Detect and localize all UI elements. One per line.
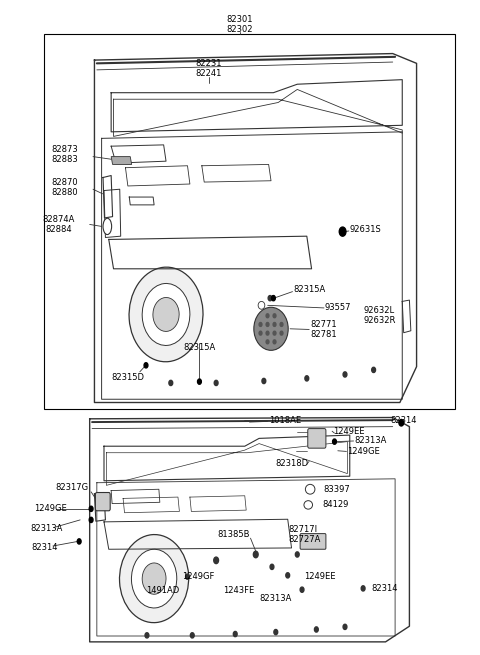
Ellipse shape <box>142 284 190 345</box>
Circle shape <box>145 633 149 638</box>
Circle shape <box>89 517 93 523</box>
Ellipse shape <box>103 218 112 234</box>
Circle shape <box>273 314 276 318</box>
Text: 82317G: 82317G <box>56 483 89 492</box>
Circle shape <box>333 439 336 444</box>
Circle shape <box>266 314 269 318</box>
Ellipse shape <box>132 550 177 608</box>
Text: 82313A: 82313A <box>260 593 292 603</box>
Circle shape <box>89 506 93 512</box>
Circle shape <box>266 322 269 326</box>
Ellipse shape <box>254 307 288 350</box>
Circle shape <box>270 564 274 569</box>
Circle shape <box>262 379 266 384</box>
Ellipse shape <box>258 301 265 309</box>
Text: 82870
82880: 82870 82880 <box>51 178 78 197</box>
Circle shape <box>280 322 283 326</box>
Circle shape <box>372 367 375 373</box>
Text: 82873
82883: 82873 82883 <box>51 145 78 164</box>
Circle shape <box>214 381 218 386</box>
Circle shape <box>361 586 365 591</box>
Text: 1249GE: 1249GE <box>348 447 380 456</box>
Circle shape <box>274 629 278 635</box>
Circle shape <box>268 295 272 301</box>
Text: 1249GE: 1249GE <box>34 504 67 514</box>
Circle shape <box>233 631 237 637</box>
Circle shape <box>343 624 347 629</box>
Circle shape <box>144 363 148 368</box>
Ellipse shape <box>120 534 189 623</box>
Circle shape <box>259 322 262 326</box>
Text: 1249EE: 1249EE <box>304 572 336 581</box>
Text: 82318D: 82318D <box>276 459 309 468</box>
Text: 82313A: 82313A <box>355 436 387 445</box>
Text: 82874A
82884: 82874A 82884 <box>42 215 75 234</box>
Circle shape <box>272 295 276 301</box>
Text: 82771
82781: 82771 82781 <box>311 320 337 339</box>
Circle shape <box>273 340 276 344</box>
Circle shape <box>399 419 404 426</box>
Text: 82314: 82314 <box>371 584 398 593</box>
Ellipse shape <box>305 484 315 494</box>
Text: 93557: 93557 <box>325 303 351 312</box>
Text: 92632L
92632R: 92632L 92632R <box>363 306 396 326</box>
Text: 1018AE: 1018AE <box>269 417 301 425</box>
Circle shape <box>266 331 269 335</box>
Circle shape <box>198 379 201 384</box>
Text: 81385B: 81385B <box>217 530 250 539</box>
Text: 82315D: 82315D <box>111 373 144 382</box>
Text: 82231
82241: 82231 82241 <box>196 59 222 78</box>
Text: 1491AD: 1491AD <box>146 586 180 595</box>
Text: 82301
82302: 82301 82302 <box>227 14 253 34</box>
Circle shape <box>186 574 190 579</box>
Text: 1249GF: 1249GF <box>182 572 215 581</box>
FancyBboxPatch shape <box>96 493 110 511</box>
Text: 92631S: 92631S <box>350 225 382 234</box>
FancyBboxPatch shape <box>308 428 326 448</box>
Ellipse shape <box>142 563 166 594</box>
Circle shape <box>305 376 309 381</box>
Text: 82314: 82314 <box>390 417 417 425</box>
Circle shape <box>273 331 276 335</box>
Text: 82315A: 82315A <box>293 285 326 294</box>
Ellipse shape <box>129 267 203 362</box>
Circle shape <box>77 539 81 544</box>
Circle shape <box>169 381 173 386</box>
Polygon shape <box>111 157 132 164</box>
Circle shape <box>314 627 318 632</box>
Circle shape <box>295 552 299 557</box>
Circle shape <box>300 587 304 592</box>
Circle shape <box>259 331 262 335</box>
Text: 82315A: 82315A <box>183 343 216 352</box>
Circle shape <box>280 331 283 335</box>
Circle shape <box>191 633 194 638</box>
Circle shape <box>214 557 218 563</box>
Circle shape <box>343 372 347 377</box>
Text: 82314: 82314 <box>31 544 58 552</box>
Circle shape <box>286 572 289 578</box>
Text: 1249EE: 1249EE <box>333 426 364 436</box>
Circle shape <box>266 340 269 344</box>
Ellipse shape <box>153 297 179 331</box>
Bar <box>44 34 455 409</box>
Circle shape <box>273 322 276 326</box>
Text: 82717I
82727A: 82717I 82727A <box>288 525 321 544</box>
Text: 1243FE: 1243FE <box>223 586 255 595</box>
FancyBboxPatch shape <box>300 534 326 550</box>
Text: 82313A: 82313A <box>31 524 63 533</box>
Circle shape <box>253 552 258 558</box>
Text: 83397: 83397 <box>324 485 350 494</box>
Circle shape <box>339 227 346 236</box>
Text: 84129: 84129 <box>322 500 348 510</box>
Ellipse shape <box>304 500 312 509</box>
